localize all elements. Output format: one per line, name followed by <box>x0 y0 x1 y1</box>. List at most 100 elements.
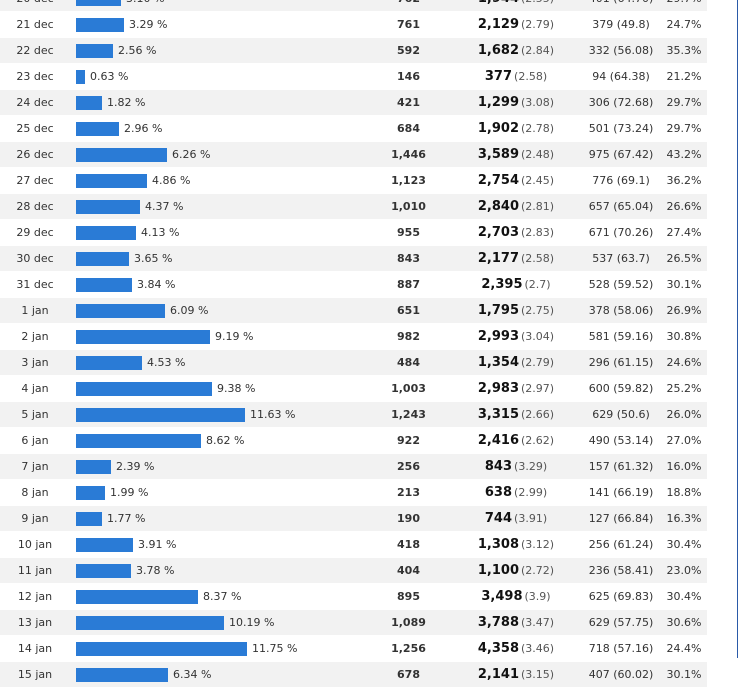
table-row: 9 jan 1.77 % 190 744(3.91) 127 (66.84) 1… <box>0 506 707 532</box>
pageviews-per-visit: (2.45) <box>521 174 554 187</box>
pageviews-per-visit: (2.58) <box>521 252 554 265</box>
share-cell: 3.29 % <box>70 12 366 38</box>
day-cell: 6 jan <box>0 428 70 454</box>
pageviews-cell: 1,100(2.72) <box>451 558 581 584</box>
visits-cell: 1,243 <box>366 402 451 428</box>
pageviews-cell: 2,177(2.58) <box>451 246 581 272</box>
share-cell: 2.39 % <box>70 454 366 480</box>
rate-cell: 36.2% <box>661 168 707 194</box>
duration-cell: 975 (67.42) <box>581 142 661 168</box>
share-bar-wrap: 9.19 % <box>76 324 366 349</box>
day-cell: 20 dec <box>0 0 70 12</box>
day-cell: 25 dec <box>0 116 70 142</box>
pageviews-cell: 1,354(2.79) <box>451 350 581 376</box>
rate-cell: 29.7% <box>661 0 707 12</box>
share-bar <box>76 174 147 188</box>
share-bar <box>76 564 131 578</box>
visits-cell: 982 <box>366 324 451 350</box>
window-right-edge <box>730 0 741 658</box>
rate-cell: 30.1% <box>661 272 707 298</box>
share-bar <box>76 200 140 214</box>
share-bar-wrap: 11.63 % <box>76 402 366 427</box>
share-bar-wrap: 0.63 % <box>76 64 366 89</box>
rate-cell: 23.0% <box>661 558 707 584</box>
share-bar <box>76 0 121 6</box>
share-cell: 6.26 % <box>70 142 366 168</box>
share-cell: 6.34 % <box>70 662 366 687</box>
rate-cell: 29.7% <box>661 90 707 116</box>
share-bar-wrap: 2.96 % <box>76 116 366 141</box>
pageviews-cell: 744(3.91) <box>451 506 581 532</box>
visits-cell: 1,089 <box>366 610 451 636</box>
day-cell: 23 dec <box>0 64 70 90</box>
rate-cell: 27.4% <box>661 220 707 246</box>
share-cell: 3.10 % <box>70 0 366 12</box>
duration-cell: 256 (61.24) <box>581 532 661 558</box>
visits-cell: 1,446 <box>366 142 451 168</box>
share-percent: 3.84 % <box>137 278 175 291</box>
share-bar-wrap: 4.37 % <box>76 194 366 219</box>
pageviews-per-visit: (2.97) <box>521 382 554 395</box>
pageviews-value: 2,703 <box>478 225 519 240</box>
share-bar-wrap: 3.29 % <box>76 12 366 37</box>
duration-cell: 657 (65.04) <box>581 194 661 220</box>
share-percent: 0.63 % <box>90 70 128 83</box>
table-row: 22 dec 2.56 % 592 1,682(2.84) 332 (56.08… <box>0 38 707 64</box>
table-row: 8 jan 1.99 % 213 638(2.99) 141 (66.19) 1… <box>0 480 707 506</box>
pageviews-value: 2,129 <box>478 17 519 32</box>
pageviews-per-visit: (2.79) <box>521 18 554 31</box>
table-row: 25 dec 2.96 % 684 1,902(2.78) 501 (73.24… <box>0 116 707 142</box>
visits-cell: 213 <box>366 480 451 506</box>
rate-cell: 30.4% <box>661 584 707 610</box>
share-bar <box>76 642 247 656</box>
duration-cell: 581 (59.16) <box>581 324 661 350</box>
visits-cell: 843 <box>366 246 451 272</box>
share-cell: 8.37 % <box>70 584 366 610</box>
share-bar-wrap: 1.82 % <box>76 90 366 115</box>
share-percent: 6.26 % <box>172 148 210 161</box>
duration-cell: 407 (60.02) <box>581 662 661 687</box>
share-bar <box>76 226 136 240</box>
day-cell: 2 jan <box>0 324 70 350</box>
pageviews-per-visit: (3.9) <box>525 590 551 603</box>
day-cell: 10 jan <box>0 532 70 558</box>
visits-cell: 1,003 <box>366 376 451 402</box>
pageviews-per-visit: (3.04) <box>521 330 554 343</box>
share-percent: 1.77 % <box>107 512 145 525</box>
share-cell: 4.37 % <box>70 194 366 220</box>
duration-cell: 629 (57.75) <box>581 610 661 636</box>
table-row: 23 dec 0.63 % 146 377(2.58) 94 (64.38) 2… <box>0 64 707 90</box>
day-cell: 28 dec <box>0 194 70 220</box>
visits-cell: 955 <box>366 220 451 246</box>
pageviews-per-visit: (2.75) <box>521 304 554 317</box>
share-bar <box>76 616 224 630</box>
share-bar-wrap: 11.75 % <box>76 636 366 661</box>
share-cell: 8.62 % <box>70 428 366 454</box>
table-row: 7 jan 2.39 % 256 843(3.29) 157 (61.32) 1… <box>0 454 707 480</box>
table-row: 31 dec 3.84 % 887 2,395(2.7) 528 (59.52)… <box>0 272 707 298</box>
pageviews-per-visit: (3.08) <box>521 96 554 109</box>
pageviews-per-visit: (3.46) <box>521 642 554 655</box>
pageviews-value: 3,589 <box>478 147 519 162</box>
share-cell: 1.77 % <box>70 506 366 532</box>
share-bar-wrap: 2.39 % <box>76 454 366 479</box>
share-bar-wrap: 6.26 % <box>76 142 366 167</box>
pageviews-per-visit: (2.58) <box>514 70 547 83</box>
pageviews-value: 2,983 <box>478 381 519 396</box>
rate-cell: 26.5% <box>661 246 707 272</box>
pageviews-cell: 3,788(3.47) <box>451 610 581 636</box>
pageviews-cell: 1,795(2.75) <box>451 298 581 324</box>
rate-cell: 16.0% <box>661 454 707 480</box>
share-bar-wrap: 10.19 % <box>76 610 366 635</box>
share-percent: 2.96 % <box>124 122 162 135</box>
pageviews-value: 1,299 <box>478 95 519 110</box>
share-bar <box>76 434 201 448</box>
share-cell: 3.65 % <box>70 246 366 272</box>
pageviews-value: 2,416 <box>478 433 519 448</box>
share-percent: 3.78 % <box>136 564 174 577</box>
pageviews-per-visit: (3.29) <box>514 460 547 473</box>
duration-cell: 157 (61.32) <box>581 454 661 480</box>
share-cell: 0.63 % <box>70 64 366 90</box>
rate-cell: 30.6% <box>661 610 707 636</box>
share-bar <box>76 122 119 136</box>
